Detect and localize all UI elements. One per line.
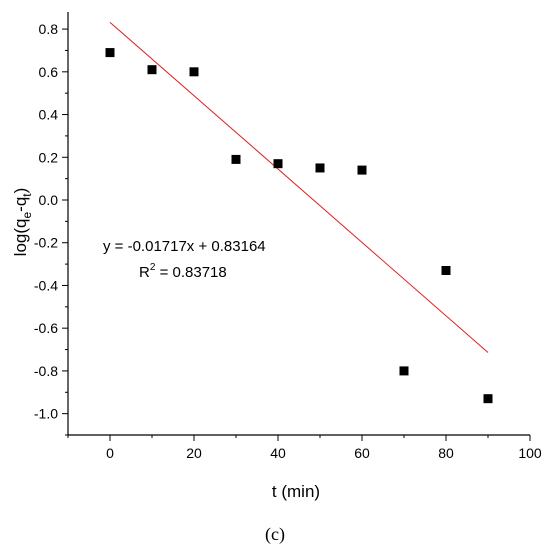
- data-point: [483, 394, 493, 404]
- x-tick-label: 60: [354, 445, 370, 461]
- x-tick-label: 80: [438, 445, 454, 461]
- fit-line-group: [109, 21, 489, 353]
- x-tick-label: 20: [186, 445, 202, 461]
- x-tick-label: 0: [106, 445, 114, 461]
- r-squared-prefix: R: [139, 264, 150, 281]
- y-axis-label-base: log(q: [11, 219, 30, 257]
- y-axis-label-sub-t: t: [20, 193, 34, 197]
- y-axis-label-mid: -q: [11, 197, 30, 212]
- r-squared-value: = 0.83718: [155, 264, 226, 281]
- data-point: [273, 159, 283, 169]
- x-tick-label: 100: [518, 445, 542, 461]
- data-point: [441, 266, 451, 275]
- fit-line: [109, 21, 489, 353]
- y-tick-label: -1.0: [34, 406, 58, 422]
- y-axis-label-end: ): [11, 188, 30, 194]
- y-axis-label-sub-e: e: [20, 212, 34, 219]
- y-tick-label: 0.4: [39, 107, 59, 123]
- data-point: [399, 366, 409, 376]
- y-tick-label: 0.2: [39, 149, 59, 165]
- y-tick-label: -0.8: [34, 363, 58, 379]
- x-tick-label: 40: [270, 445, 286, 461]
- y-tick-label: -0.2: [34, 235, 58, 251]
- data-point: [105, 48, 115, 58]
- x-axis-label: t (min): [272, 482, 320, 501]
- panel-label: (c): [265, 524, 285, 545]
- r-squared: R2 = 0.83718: [139, 262, 227, 281]
- axes: 0 20 40 60 80 100 0.8 0.6 0.4 0.2 0.0 -0.2 -0.4 -0.6 -…: [34, 12, 542, 461]
- y-tick-label: 0.0: [39, 192, 59, 208]
- data-point: [147, 65, 157, 75]
- data-points: [105, 48, 493, 404]
- r-squared-sup: 2: [150, 262, 156, 273]
- data-point: [231, 154, 241, 164]
- y-tick-label: -0.4: [34, 277, 58, 293]
- y-axis-label: log(qe-qt): [11, 188, 34, 257]
- fit-equation: y = -0.01717x + 0.83164: [103, 238, 266, 255]
- data-point: [357, 165, 367, 175]
- data-point: [189, 67, 199, 77]
- y-tick-label: -0.6: [34, 320, 58, 336]
- data-point: [315, 163, 325, 173]
- y-tick-label: 0.6: [39, 64, 59, 80]
- y-tick-label: 0.8: [39, 21, 59, 37]
